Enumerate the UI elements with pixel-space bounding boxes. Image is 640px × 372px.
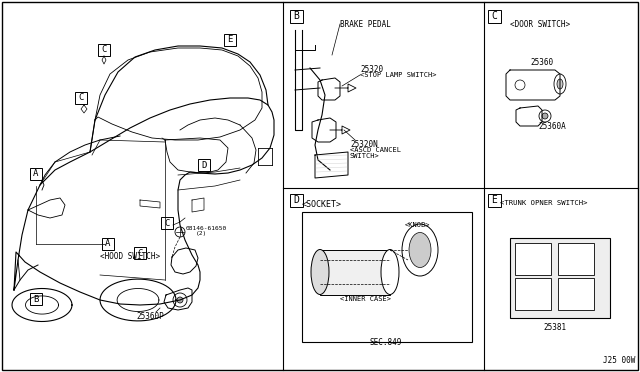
Text: C: C xyxy=(78,93,84,103)
Bar xyxy=(161,217,173,229)
Text: <HOOD SWITCH>: <HOOD SWITCH> xyxy=(100,252,160,261)
Bar xyxy=(510,238,610,318)
Bar xyxy=(224,34,236,46)
Text: E: E xyxy=(491,195,497,205)
Text: <DOOR SWITCH>: <DOOR SWITCH> xyxy=(510,20,570,29)
Bar xyxy=(98,44,110,56)
Bar xyxy=(75,92,87,104)
Bar xyxy=(102,238,114,250)
Text: SWITCH>: SWITCH> xyxy=(350,153,380,159)
Bar xyxy=(488,10,500,22)
Bar xyxy=(320,250,390,295)
Circle shape xyxy=(542,113,548,119)
Ellipse shape xyxy=(409,232,431,267)
Ellipse shape xyxy=(381,250,399,295)
Text: <SOCKET>: <SOCKET> xyxy=(302,200,342,209)
Bar xyxy=(134,247,146,259)
Text: (2): (2) xyxy=(196,231,207,236)
Bar xyxy=(488,193,500,206)
Circle shape xyxy=(515,80,525,90)
Bar xyxy=(30,293,42,305)
Text: 25360: 25360 xyxy=(530,58,553,67)
Text: 25320: 25320 xyxy=(360,65,383,74)
Ellipse shape xyxy=(402,224,438,276)
Text: D: D xyxy=(293,195,299,205)
Text: C: C xyxy=(491,11,497,21)
Text: <TRUNK OPNER SWITCH>: <TRUNK OPNER SWITCH> xyxy=(500,200,588,206)
Text: <ASCD CANCEL: <ASCD CANCEL xyxy=(350,147,401,153)
Text: D: D xyxy=(202,160,207,170)
Text: <INNER CASE>: <INNER CASE> xyxy=(340,296,391,302)
Text: BRAKE PEDAL: BRAKE PEDAL xyxy=(340,20,391,29)
Circle shape xyxy=(175,227,185,237)
Text: A: A xyxy=(33,170,38,179)
Text: 25360A: 25360A xyxy=(538,122,566,131)
Bar xyxy=(302,212,472,342)
Circle shape xyxy=(177,297,183,303)
Bar xyxy=(198,159,210,171)
Text: C: C xyxy=(138,248,143,257)
Text: 25381: 25381 xyxy=(543,323,566,332)
Text: SEC.849: SEC.849 xyxy=(370,338,403,347)
Bar xyxy=(558,243,594,275)
Text: <STOP LAMP SWITCH>: <STOP LAMP SWITCH> xyxy=(360,72,436,78)
Bar xyxy=(30,168,42,180)
Text: E: E xyxy=(227,35,233,45)
Bar xyxy=(558,278,594,310)
Bar xyxy=(515,243,551,275)
Ellipse shape xyxy=(311,250,329,295)
Text: 25320N: 25320N xyxy=(350,140,378,149)
Circle shape xyxy=(173,293,187,307)
Ellipse shape xyxy=(554,74,566,94)
Text: B: B xyxy=(293,11,299,21)
Bar xyxy=(289,10,303,22)
Bar xyxy=(289,193,303,206)
Text: J25 00W: J25 00W xyxy=(603,356,635,365)
Circle shape xyxy=(539,110,551,122)
Text: <KNOB>: <KNOB> xyxy=(405,222,431,228)
Text: 25360P: 25360P xyxy=(136,312,164,321)
Ellipse shape xyxy=(557,79,563,89)
Text: B: B xyxy=(33,295,38,304)
Bar xyxy=(515,278,551,310)
Text: 08146-61650: 08146-61650 xyxy=(186,226,227,231)
Text: A: A xyxy=(106,240,111,248)
Text: C: C xyxy=(164,218,170,228)
Text: C: C xyxy=(101,45,107,55)
